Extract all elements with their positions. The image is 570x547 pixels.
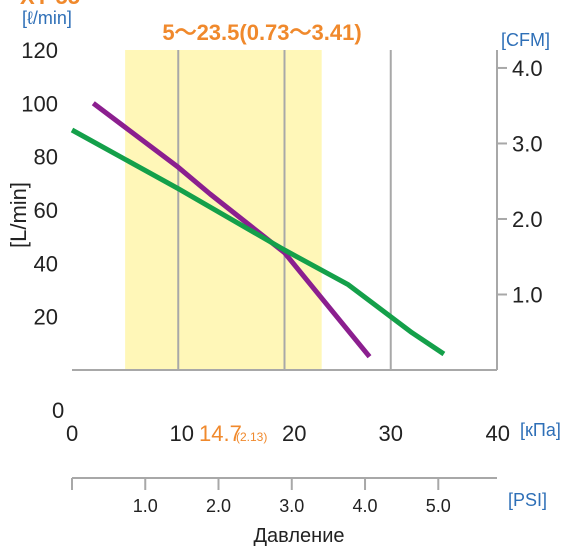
x-tick-40: 40 xyxy=(486,421,510,446)
y-tick-labels: 20 40 60 80 100 120 xyxy=(21,38,58,330)
y-tick-80: 80 xyxy=(34,145,58,170)
y-tick-20: 20 xyxy=(34,305,58,330)
marker-sub-label: (2.13) xyxy=(236,430,267,444)
kpa-unit: [кПа] xyxy=(520,420,561,440)
cfm-tick-4.0: 4.0 xyxy=(512,56,543,81)
cfm-tick-1.0: 1.0 xyxy=(512,282,543,307)
left-unit: [ℓ/min] xyxy=(22,8,72,28)
x-tick-20: 20 xyxy=(282,421,306,446)
psi-tick-1.0: 1.0 xyxy=(133,496,158,516)
x-axis-label: Давление xyxy=(254,525,345,547)
y-tick-100: 100 xyxy=(21,91,58,116)
chart-title: 5〜23.5(0.73〜3.41) xyxy=(162,20,361,45)
y-tick-60: 60 xyxy=(34,198,58,223)
x-tick-10: 10 xyxy=(170,421,194,446)
marker-label: 14.7 xyxy=(199,421,242,446)
cfm-tick-3.0: 3.0 xyxy=(512,131,543,156)
series-lines xyxy=(70,101,446,359)
title-prefix: XY-55 xyxy=(20,0,80,9)
psi-tick-labels: 1.0 2.0 3.0 4.0 5.0 xyxy=(133,478,451,516)
psi-tick-5.0: 5.0 xyxy=(426,496,451,516)
series-line-1 xyxy=(91,101,372,359)
y-tick-40: 40 xyxy=(34,251,58,276)
x-tick-0: 0 xyxy=(66,421,78,446)
left-ylabel: [L/min] xyxy=(6,182,31,248)
origin-y-label: 0 xyxy=(52,398,64,423)
psi-tick-3.0: 3.0 xyxy=(279,496,304,516)
psi-tick-4.0: 4.0 xyxy=(353,496,378,516)
psi-unit: [PSI] xyxy=(508,490,547,510)
cfm-tick-labels: 1.0 2.0 3.0 4.0 xyxy=(497,56,543,307)
recommended-range-highlight xyxy=(125,50,322,370)
right-unit: [CFM] xyxy=(501,30,550,50)
x-tick-30: 30 xyxy=(379,421,403,446)
cfm-tick-2.0: 2.0 xyxy=(512,207,543,232)
psi-tick-2.0: 2.0 xyxy=(206,496,231,516)
series-line-2 xyxy=(70,127,446,357)
axes xyxy=(71,50,498,490)
kpa-tick-labels: 0 10 20 30 40 xyxy=(66,421,510,446)
y-tick-120: 120 xyxy=(21,38,58,63)
